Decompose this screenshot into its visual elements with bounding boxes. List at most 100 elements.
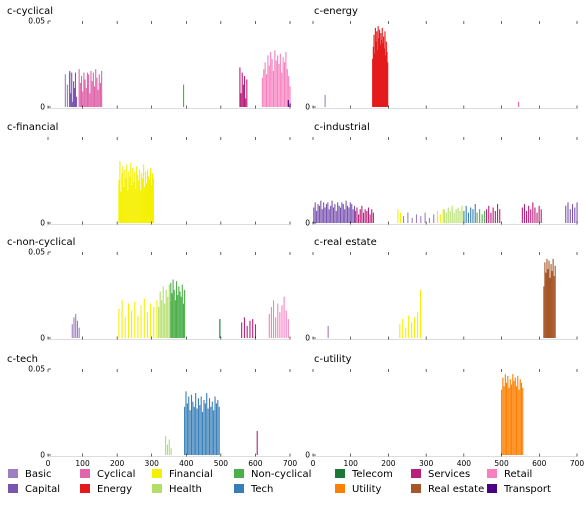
bar [162,286,164,338]
bar [145,171,147,223]
panel-c-tech: c-tech 0 100 200 300 400 500 600 700 0 0.05 [7,354,297,468]
bar [71,324,73,338]
bar [197,398,199,455]
bar [334,204,336,223]
bar [136,166,138,223]
bar [341,202,343,223]
bar [131,310,133,338]
bar [314,202,316,223]
bar [316,210,318,223]
legend-item: Tech [234,484,273,495]
bar [181,284,183,338]
bar [180,296,182,338]
panel-c-industrial: c-industrial 0 [305,122,578,228]
bar [73,81,75,107]
legend-swatch [152,469,162,478]
bar [371,209,373,223]
bar [186,403,188,455]
bar [210,406,212,455]
bar [330,205,332,223]
bar [239,67,241,107]
bar [374,53,376,107]
bar [436,210,439,223]
bar [84,79,86,107]
panel-title: c-industrial [314,122,370,133]
bar [339,207,342,223]
y-tick-label: 0 [40,219,45,228]
bar [528,205,530,223]
bar [206,393,208,455]
bar [547,269,549,338]
bar [358,214,360,223]
bar [165,289,167,338]
bar [150,185,153,223]
bar [78,69,80,107]
bar [188,396,190,455]
bar [195,393,197,455]
x-tick-label: 600 [248,459,263,468]
bar [165,436,167,455]
bar [86,72,88,107]
bar [282,57,284,107]
bar [146,312,148,338]
panel-title: c-cyclical [7,6,53,17]
bar [202,412,204,455]
bar [268,65,270,107]
bar [512,374,514,455]
legend-label: Energy [97,484,132,495]
bar [124,169,126,223]
bar [143,164,145,223]
bar [92,72,94,107]
bar [377,26,379,107]
bar [144,186,146,223]
bar [277,55,279,107]
bar [158,307,160,338]
bar [208,398,211,455]
bar [472,209,474,223]
bar [263,69,265,107]
bar [71,72,73,107]
bar [129,176,131,223]
bar [362,212,365,223]
bar [246,325,248,338]
bar [526,210,528,223]
bar [324,207,326,223]
bar [64,74,66,107]
bar [565,205,567,223]
bar [504,374,506,455]
bar [490,212,492,223]
legend-label: Health [169,484,202,495]
bar [356,207,358,223]
legend-label: Services [428,469,470,480]
bar [279,53,281,107]
legend: Basic Capital Cyclical Energy Financial Healt… [8,469,551,495]
bar [499,209,501,223]
bar [243,317,245,338]
bar [517,375,519,455]
bar [521,207,523,223]
bar [553,276,555,338]
bar [156,300,158,338]
x-tick-label: 500 [214,459,229,468]
bar [118,308,120,338]
bar [380,33,382,107]
bar [349,202,351,223]
bar [90,70,92,107]
y-tick-label: 0 [40,334,45,343]
bar [346,205,349,223]
x-tick-label: 0 [46,459,51,468]
bar [207,408,209,455]
bar [70,93,72,107]
bar [378,38,380,108]
bar [96,77,98,107]
bar [451,205,453,223]
bar [313,207,315,223]
bar [574,207,576,223]
bar [170,448,172,455]
bar [175,281,178,338]
bar [342,204,344,223]
bar [506,382,508,455]
bar [217,399,219,455]
bar [353,205,356,223]
x-tick-label: 100 [344,459,359,468]
